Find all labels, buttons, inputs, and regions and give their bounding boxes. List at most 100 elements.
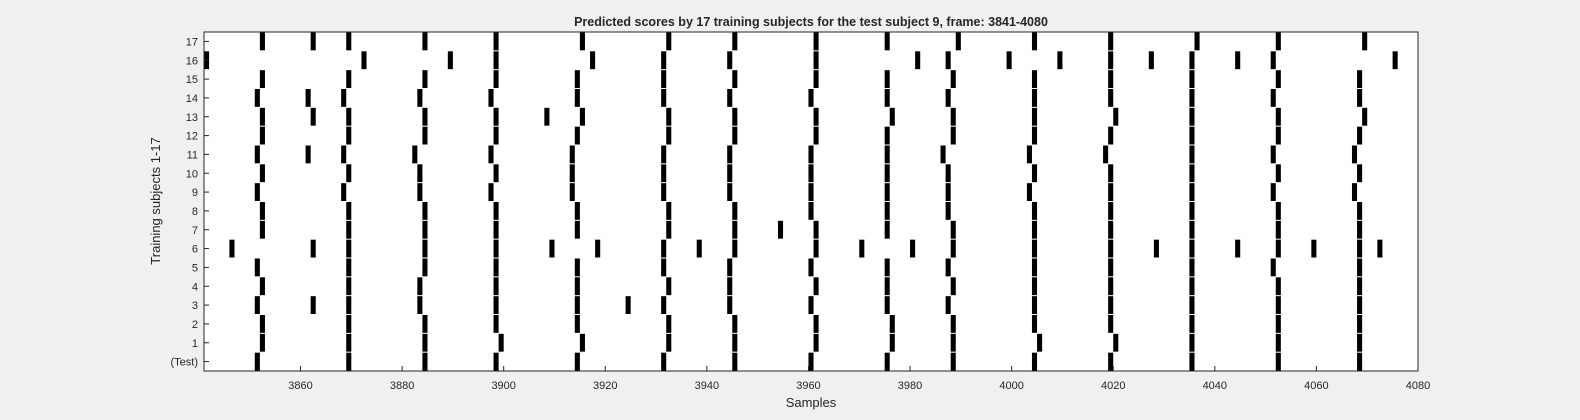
score-mark [417,89,423,107]
score-mark [595,239,601,258]
score-mark [1357,315,1363,333]
score-mark [884,220,890,239]
y-tick-label: 15 [186,74,198,86]
score-mark [574,202,580,220]
score-mark [732,107,738,126]
score-mark [1351,145,1358,164]
score-mark [493,164,499,183]
score-mark [666,333,672,352]
axes-box [203,31,1419,372]
score-mark [666,202,672,220]
score-mark [254,258,260,277]
score-mark [488,89,494,107]
score-mark [417,277,423,296]
score-mark [808,258,814,277]
score-mark [259,202,265,220]
score-mark [1189,239,1195,258]
y-tick-label: 16 [186,55,198,67]
score-mark [1189,202,1195,220]
score-mark [422,333,428,352]
score-mark [493,315,499,333]
score-mark [346,32,352,51]
score-mark [1113,107,1119,126]
score-mark [1108,202,1114,220]
score-mark [1108,89,1114,107]
score-mark [1357,164,1363,183]
score-mark [813,315,819,333]
x-tick-label: 3940 [695,380,719,392]
score-mark [346,315,352,333]
score-mark [661,296,667,314]
score-mark [1026,145,1032,164]
score-mark [945,258,951,277]
score-mark [1031,239,1038,258]
score-mark [1270,183,1276,201]
score-mark [950,70,956,88]
score-mark [1031,315,1038,333]
score-mark [808,183,814,201]
score-mark [1275,107,1281,126]
score-mark [254,183,260,201]
score-marks [204,32,1398,371]
x-tick-label: 4020 [1101,380,1125,392]
score-mark [1108,352,1114,371]
score-mark [549,239,555,258]
score-mark [493,107,499,126]
score-mark [1006,51,1012,70]
score-mark [808,296,814,314]
score-mark [569,183,575,201]
score-mark [346,70,352,88]
score-mark [544,107,550,126]
score-mark [1189,315,1195,333]
score-mark [1351,183,1358,201]
score-mark [346,126,352,145]
score-mark [625,296,631,314]
score-mark [661,145,667,164]
score-mark [1392,51,1398,70]
score-mark [808,145,814,164]
score-mark [884,145,890,164]
x-tick-label: 4040 [1203,380,1227,392]
score-mark [1189,333,1195,352]
score-mark [305,89,311,107]
score-mark [1031,202,1038,220]
score-mark [1189,183,1195,201]
score-mark [884,202,890,220]
y-tick-label: 2 [192,319,198,331]
y-tick-label: 8 [192,206,198,218]
score-mark [574,126,580,145]
score-mark [732,239,738,258]
score-mark [1108,70,1114,88]
score-mark [1275,70,1281,88]
score-mark [1194,32,1200,51]
score-mark [346,258,352,277]
score-mark [1362,107,1368,126]
score-mark [813,51,819,70]
score-mark [1357,258,1363,277]
score-mark [1031,107,1038,126]
score-mark [1108,239,1114,258]
score-mark [493,239,499,258]
score-mark [884,296,890,314]
score-mark [813,107,819,126]
score-mark [259,333,265,352]
score-mark [1189,352,1195,371]
score-mark [1031,277,1038,296]
y-tick-label: 13 [186,112,198,124]
score-mark [1108,164,1114,183]
score-mark [884,70,890,88]
score-mark [1270,258,1276,277]
score-mark [727,51,733,70]
score-mark [259,315,265,333]
score-mark [1275,202,1281,220]
score-mark [1189,89,1195,107]
score-mark [574,89,580,107]
score-mark [727,183,733,201]
score-mark [493,277,499,296]
score-mark [493,352,499,371]
score-mark [569,145,575,164]
score-mark [1108,51,1114,70]
score-mark [1108,258,1114,277]
score-mark [1189,277,1195,296]
score-mark [346,277,352,296]
